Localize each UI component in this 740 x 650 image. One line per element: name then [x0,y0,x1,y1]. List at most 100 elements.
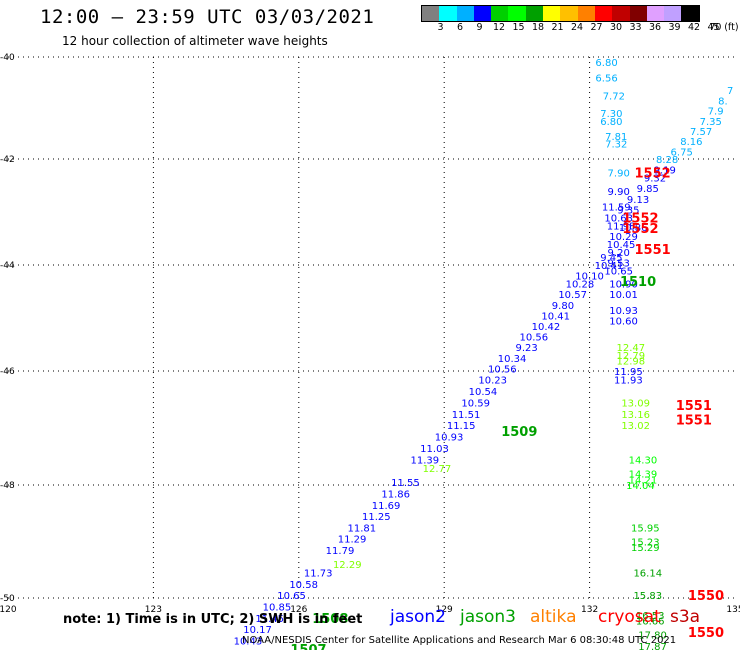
wave-height-label: 15.29 [631,543,660,554]
wave-height-label: 6.80 [595,58,617,69]
wave-height-label: 11.81 [347,523,376,534]
wave-height-label: 9.90 [608,187,630,198]
legend-swatch [646,6,665,21]
wave-height-label: 10.01 [609,290,638,301]
wave-height-label: 10.54 [469,387,498,398]
wave-height-label: 11.55 [391,478,420,489]
legend-swatch [664,6,682,21]
pass-number-label: 1550 [688,589,724,604]
legend-label: 18 [531,22,545,33]
wave-height-label: 11.29 [338,535,367,546]
wave-height-label: 10.10 [575,272,604,283]
legend-label: 33 [629,22,642,33]
wave-height-label: 15.23 [631,538,660,549]
wave-height-label: 6.56 [595,73,617,84]
y-tick-label: -42 [0,155,15,165]
legend-label: 36 [648,22,662,33]
wave-height-label: 6.80 [600,117,622,128]
wave-height-label: 9.20 [608,248,630,259]
wave-height-label: 11.45 [255,614,284,625]
wave-height-label: 16.14 [633,569,662,580]
legend-unit: (ft) [724,22,739,33]
legend-swatch [629,6,647,21]
satellite-name-altika: altika [530,607,577,627]
legend-swatch [439,6,457,21]
satellite-name-cryosat: cryosat [598,607,661,627]
satellite-name-jason2: jason2 [390,607,446,627]
wave-height-label: 10.93 [609,306,638,317]
wave-height-label: 10.86 [619,223,648,234]
wave-height-label: 10.93 [435,433,464,444]
wave-height-label: 12.77 [423,464,452,475]
wave-height-label: 11.79 [326,546,355,557]
wave-height-label: 7.32 [605,140,627,151]
wave-height-label: 7.35 [700,117,722,128]
pass-number-label: 1551 [635,243,671,258]
chart-subtitle: 12 hour collection of altimeter wave hei… [62,34,328,48]
wave-height-label: 10.17 [243,625,272,636]
wave-height-label: 11.39 [410,455,439,466]
wave-height-label: 11.59 [602,203,631,214]
wave-height-label: 11.15 [447,421,476,432]
wave-height-label: 11.03 [420,444,449,455]
wave-height-label: 16.66 [636,617,665,628]
wave-height-label: 10.56 [520,333,549,344]
wave-height-label: 10.56 [488,364,517,375]
wave-height-label: 10.41 [541,311,570,322]
wave-height-label: 10.90 [609,280,638,291]
pass-number-label: 1507 [290,643,326,650]
wave-height-label: 13.16 [621,410,650,421]
pass-number-label: 1551 [676,399,712,414]
wave-height-label: 10.34 [498,354,527,365]
wave-height-label: 8.28 [656,155,678,166]
wave-height-label: 11.93 [614,376,643,387]
legend-label: 39 [668,22,681,33]
legend-label: 6 [456,22,464,33]
wave-height-label: 10.85 [263,602,292,613]
wave-height-label: 10.41 [595,261,624,272]
wave-height-label: 11.25 [362,512,391,523]
wave-height-label: 10.60 [609,317,638,328]
y-tick-label: -44 [0,261,15,271]
pass-number-label: 1552 [635,166,671,181]
legend-label: 15 [512,22,525,33]
wave-height-label: 10.28 [566,280,595,291]
y-tick-label: -46 [0,367,15,377]
y-tick-label: -40 [0,53,15,63]
legend-swatch [577,6,595,21]
legend-swatch [543,6,561,21]
legend-swatch [422,6,440,21]
legend-swatch [681,6,699,21]
wave-height-label: 9.80 [552,301,574,312]
wave-height-label: 7.30 [600,109,622,120]
legend-swatch [525,6,544,21]
wave-height-label: 9.23 [515,343,537,354]
wave-height-label: 11.51 [452,410,481,421]
legend-label: 12 [492,22,506,33]
wave-height-label: 10.63 [604,213,633,224]
wave-height-label: 9.35 [617,205,639,216]
pass-number-label: 1552 [622,222,658,237]
wave-height-label: 7.90 [608,168,630,179]
wave-height-label: 13.02 [621,421,650,432]
legend-label: 3 [437,22,444,33]
y-tick-label: -50 [0,594,15,604]
legend-swatch [456,6,474,21]
wave-height-label: 7.81 [605,132,627,143]
wave-height-label: 10.65 [277,591,306,602]
legend-swatch [473,6,492,21]
satellite-name-s3a: s3a [670,607,701,627]
wave-height-label: 9.85 [637,184,659,195]
wave-height-label: 7.9 [708,107,724,118]
pass-number-label: 1510 [620,275,656,290]
wave-height-label: 9.19 [654,166,676,177]
legend-label: 42 [687,22,701,33]
wave-height-label: 10.23 [478,376,507,387]
wave-height-label: 7 [727,86,733,97]
x-tick-label: 132 [581,605,598,615]
wave-height-label: 9.53 [608,258,630,269]
x-tick-label: 126 [290,605,307,615]
legend-swatch [594,6,613,21]
wave-height-label: 13.09 [621,398,650,409]
